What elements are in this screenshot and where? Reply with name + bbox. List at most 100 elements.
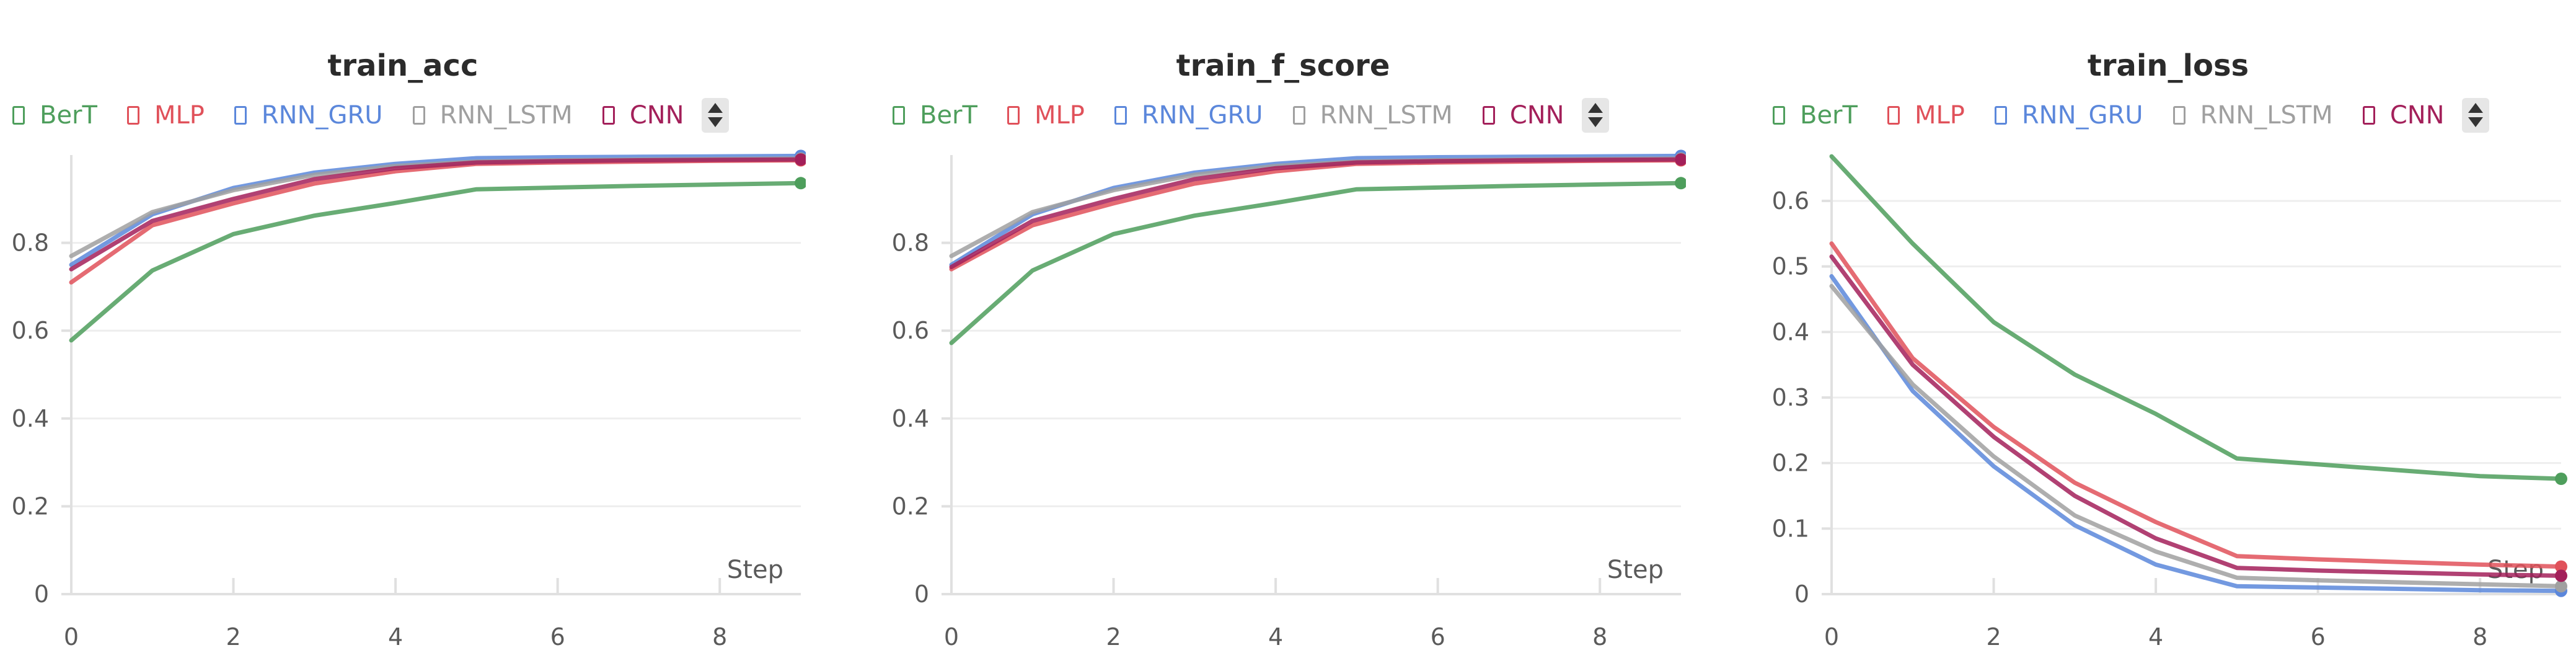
legend-label: RNN_GRU <box>2021 101 2143 130</box>
series-line-mlp <box>69 158 803 285</box>
legend-label: MLP <box>154 101 205 130</box>
legend-swatch-icon <box>1007 106 1020 125</box>
series-line-bert <box>69 180 803 343</box>
legend-swatch-icon <box>412 106 425 125</box>
legend-item-bert[interactable]: BerT <box>893 101 977 130</box>
y-tick-label: 0.3 <box>1772 384 1809 411</box>
legend-scroll-button[interactable] <box>1581 98 1609 133</box>
legend-item-rnn-lstm[interactable]: RNN_LSTM <box>2172 101 2333 130</box>
legend-label: BerT <box>40 101 97 130</box>
legend-label: MLP <box>1914 101 1965 130</box>
series-end-point-cnn <box>2555 569 2567 582</box>
chart-title: train_acc <box>327 48 479 83</box>
series-line-rnn-lstm <box>1829 283 2564 589</box>
legend-item-bert[interactable]: BerT <box>12 101 97 130</box>
legend-item-cnn[interactable]: CNN <box>1482 101 1564 130</box>
legend: BerT MLP RNN_GRU RNN_LSTM CNN <box>12 98 729 133</box>
legend-swatch-icon <box>602 106 615 125</box>
legend-swatch-icon <box>2362 106 2375 125</box>
legend-swatch-icon <box>1482 106 1495 125</box>
caret-up-icon <box>1587 103 1603 113</box>
legend-item-mlp[interactable]: MLP <box>126 101 205 130</box>
x-tick-label: 0 <box>64 623 79 651</box>
legend-label: RNN_GRU <box>261 101 383 130</box>
series-end-point-bert <box>1675 177 1686 190</box>
x-tick-label: 6 <box>2311 623 2326 651</box>
series-line-rnn-gru <box>949 153 1683 267</box>
legend-label: MLP <box>1034 101 1085 130</box>
legend-label: BerT <box>920 101 977 130</box>
legend-scroll-button[interactable] <box>701 98 729 133</box>
chart-title: train_f_score <box>1176 48 1390 83</box>
series-end-point-bert <box>795 177 806 190</box>
x-tick-label: 4 <box>2148 623 2163 651</box>
chart-title: train_loss <box>2087 48 2249 83</box>
legend-item-mlp[interactable]: MLP <box>1887 101 1965 130</box>
legend-swatch-icon <box>1773 106 1785 125</box>
chart-panel-train-acc: 0 0.2 0.4 0.6 0.8 0 2 4 6 8 Step train_acc BerT ML… <box>0 0 806 658</box>
y-tick-label: 0.6 <box>12 317 49 344</box>
x-tick-label: 8 <box>712 623 727 651</box>
legend-swatch-icon <box>2172 106 2186 125</box>
y-tick-label: 0.8 <box>892 229 929 257</box>
y-tick-label: 0.6 <box>892 317 929 344</box>
y-tick-label: 0 <box>34 580 49 608</box>
plot-area-train-acc[interactable]: 0 0.2 0.4 0.6 0.8 0 2 4 6 8 Step <box>0 0 806 658</box>
series-end-point-bert <box>2555 473 2567 486</box>
legend-scroll-button[interactable] <box>2461 98 2489 133</box>
legend-item-mlp[interactable]: MLP <box>1007 101 1085 130</box>
x-axis-label: Step <box>727 556 783 584</box>
x-tick-label: 4 <box>388 623 403 651</box>
legend-item-bert[interactable]: BerT <box>1773 101 1858 130</box>
legend-swatch-icon <box>893 106 905 125</box>
y-tick-label: 0.4 <box>892 405 929 432</box>
legend: BerT MLP RNN_GRU RNN_LSTM CNN <box>1773 98 2489 133</box>
x-tick-label: 2 <box>226 623 240 651</box>
series-line-bert <box>949 180 1683 345</box>
x-tick-label: 2 <box>1986 623 2001 651</box>
series-line-cnn <box>69 157 803 272</box>
plot-area-train-loss[interactable]: 0 0.1 0.2 0.3 0.4 0.5 0.6 0 2 4 6 8 Step <box>1760 0 2576 658</box>
legend-item-cnn[interactable]: CNN <box>602 101 684 130</box>
legend-label: RNN_LSTM <box>439 101 573 130</box>
x-tick-label: 6 <box>1431 623 1445 651</box>
caret-down-icon <box>2468 117 2483 127</box>
legend: BerT MLP RNN_GRU RNN_LSTM CNN <box>893 98 1609 133</box>
caret-up-icon <box>707 103 723 113</box>
series-line-rnn-gru <box>1829 274 2564 594</box>
y-tick-label: 0.8 <box>12 229 49 257</box>
legend-swatch-icon <box>1292 106 1305 125</box>
legend-item-rnn-lstm[interactable]: RNN_LSTM <box>1292 101 1453 130</box>
x-tick-label: 6 <box>550 623 565 651</box>
legend-label: RNN_GRU <box>1141 101 1263 130</box>
chart-panel-train-loss: 0 0.1 0.2 0.3 0.4 0.5 0.6 0 2 4 6 8 Step train_loss … <box>1760 0 2576 658</box>
plot-area-train-f-score[interactable]: 0 0.2 0.4 0.6 0.8 0 2 4 6 8 Step <box>880 0 1686 658</box>
series-line-cnn <box>949 157 1683 269</box>
y-tick-label: 0.2 <box>892 492 929 520</box>
series-end-point-cnn <box>795 153 806 166</box>
x-axis-label: Step <box>2487 556 2544 584</box>
caret-down-icon <box>707 117 723 127</box>
legend-swatch-icon <box>234 106 247 125</box>
legend-item-rnn-lstm[interactable]: RNN_LSTM <box>412 101 573 130</box>
chart-panel-train-f-score: 0 0.2 0.4 0.6 0.8 0 2 4 6 8 Step train_f_score Ber… <box>880 0 1686 658</box>
legend-label: BerT <box>1800 101 1858 130</box>
legend-item-rnn-gru[interactable]: RNN_GRU <box>1114 101 1263 130</box>
y-tick-label: 0.2 <box>1772 450 1809 477</box>
legend-item-rnn-gru[interactable]: RNN_GRU <box>234 101 383 130</box>
legend-swatch-icon <box>1887 106 1900 125</box>
caret-down-icon <box>1587 117 1603 127</box>
legend-label: CNN <box>629 101 684 130</box>
legend-swatch-icon <box>1114 106 1127 125</box>
caret-up-icon <box>2468 103 2483 113</box>
legend-swatch-icon <box>1994 106 2007 125</box>
series-line-rnn-gru <box>69 153 803 267</box>
series-end-point-rnn-lstm <box>2555 580 2567 593</box>
y-tick-label: 0 <box>1794 580 1809 608</box>
legend-swatch-icon <box>126 106 139 125</box>
legend-item-rnn-gru[interactable]: RNN_GRU <box>1994 101 2143 130</box>
legend-item-cnn[interactable]: CNN <box>2362 101 2445 130</box>
y-tick-label: 0.2 <box>12 492 49 520</box>
series-end-point-cnn <box>1675 153 1686 166</box>
x-tick-label: 8 <box>2472 623 2487 651</box>
